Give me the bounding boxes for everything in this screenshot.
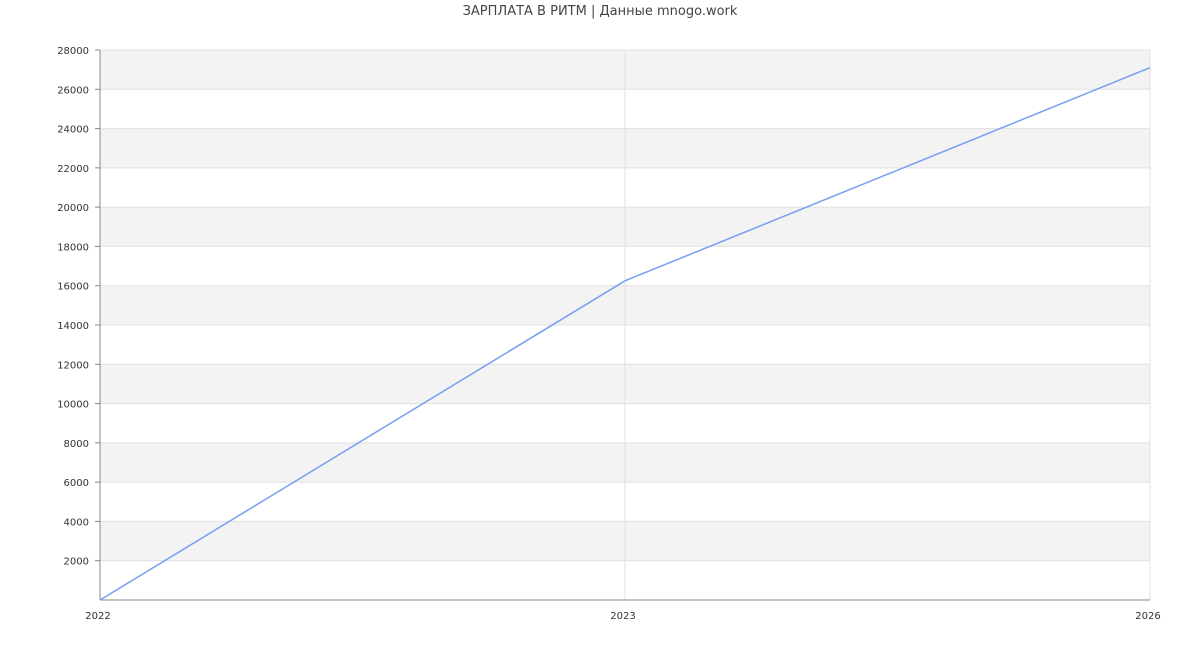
- y-tick-label: 2000: [64, 557, 89, 568]
- y-tick-label: 16000: [57, 282, 89, 293]
- y-tick-label: 6000: [64, 478, 89, 489]
- x-tick-label: 2023: [610, 611, 635, 622]
- x-tick-label: 2026: [1135, 611, 1160, 622]
- y-tick-label: 4000: [64, 517, 89, 528]
- y-tick-label: 8000: [64, 439, 89, 450]
- y-tick-label: 20000: [57, 203, 89, 214]
- y-tick-label: 22000: [57, 164, 89, 175]
- x-tick-label: 2022: [85, 611, 110, 622]
- y-tick-label: 24000: [57, 125, 89, 136]
- y-tick-label: 10000: [57, 400, 89, 411]
- y-tick-label: 28000: [57, 46, 89, 57]
- y-tick-label: 26000: [57, 85, 89, 96]
- y-tick-label: 14000: [57, 321, 89, 332]
- chart-title: ЗАРПЛАТА В РИТМ | Данные mnogo.work: [462, 4, 738, 19]
- y-tick-label: 18000: [57, 242, 89, 253]
- y-tick-label: 12000: [57, 360, 89, 371]
